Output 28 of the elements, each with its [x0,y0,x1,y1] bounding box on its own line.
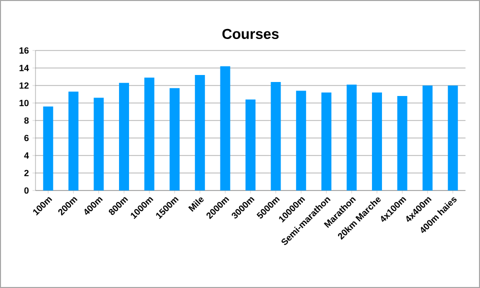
bar [246,100,256,190]
bar [119,82,130,190]
y-tick-label: 2 [24,170,29,176]
bar [321,92,332,190]
y-tick-label: 16 [20,47,29,54]
y-tick-label: 8 [24,117,29,124]
bar [270,82,281,190]
y-tick-label: 10 [20,100,29,106]
bar [372,92,382,190]
bar [397,96,408,190]
bar [346,84,357,190]
y-tick-label: 4 [24,152,29,159]
chart-title: Courses [222,28,279,39]
bar [68,92,78,190]
bar [296,90,306,190]
bar [448,86,458,190]
bar [94,98,104,190]
bar [220,66,230,190]
y-tick-label: 14 [20,64,29,72]
y-tick-label: 12 [20,82,29,89]
bar [144,78,154,190]
y-tick-label: 6 [24,134,29,142]
bar [422,86,433,190]
bar [170,88,180,190]
bar [194,75,205,190]
y-tick-label: 0 [24,187,29,194]
x-tick-label: Mile [188,197,204,212]
bar [43,106,54,190]
